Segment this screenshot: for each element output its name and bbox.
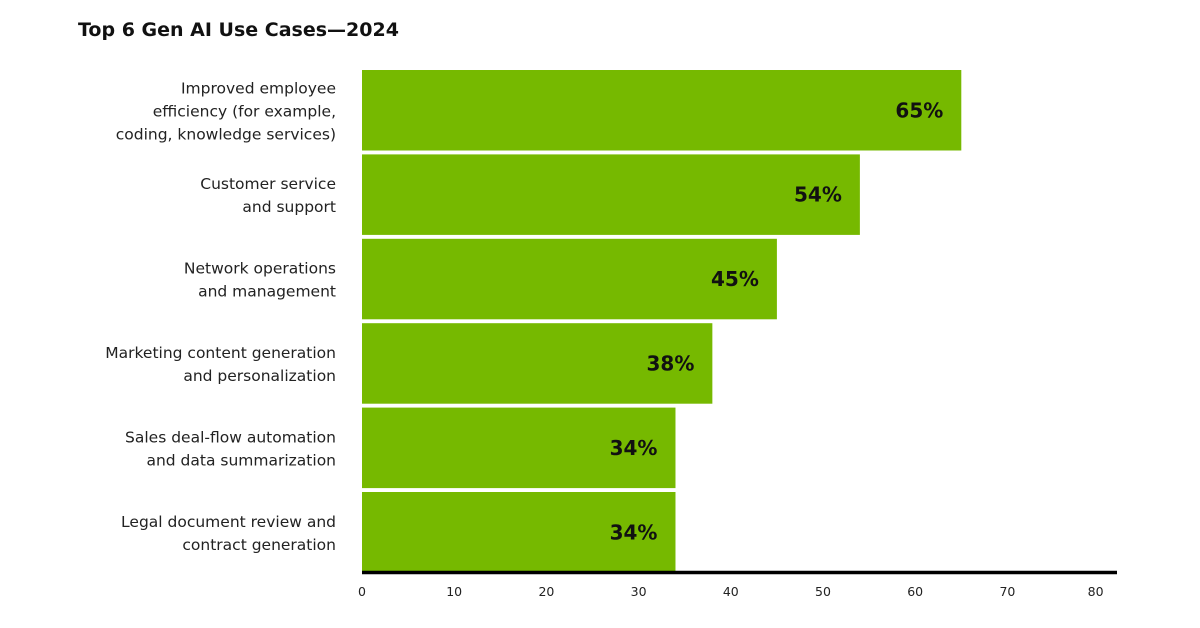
x-tick-label: 30 — [631, 584, 647, 599]
bar — [362, 323, 713, 404]
bar — [362, 492, 676, 573]
category-label-line: Legal document review and — [121, 513, 336, 531]
bar — [362, 407, 676, 489]
category-label: Marketing content generation and personal… — [105, 344, 336, 385]
x-tick-label: 20 — [538, 584, 554, 599]
data-label: 45% — [711, 267, 759, 291]
x-tick-label: 80 — [1088, 584, 1104, 599]
category-label-line: coding, knowledge services) — [116, 125, 336, 143]
chart-title: Top 6 Gen AI Use Cases—2024 — [78, 19, 399, 41]
category-label-line: Marketing content generation — [105, 344, 336, 362]
category-label-line: and personalization — [183, 367, 336, 385]
x-tick-label: 40 — [723, 584, 739, 599]
data-label: 65% — [895, 98, 943, 122]
bars-group: 65% Improved employee efficiency (for exam… — [105, 70, 962, 573]
category-label-line: Customer service — [200, 175, 336, 193]
category-label-line: and management — [198, 283, 336, 301]
category-label: Customer service and support — [200, 175, 336, 216]
x-tick-label: 60 — [907, 584, 923, 599]
x-tick-label: 70 — [999, 584, 1015, 599]
data-label: 54% — [794, 183, 842, 207]
bar — [362, 154, 860, 235]
data-label: 34% — [610, 520, 658, 544]
category-label: Legal document review and contract genera… — [121, 513, 336, 554]
data-label: 34% — [610, 436, 658, 460]
category-label-line: and data summarization — [146, 451, 336, 469]
category-label: Improved employee efficiency (for example… — [116, 79, 336, 143]
data-label: 38% — [646, 351, 694, 375]
x-tick-label: 50 — [815, 584, 831, 599]
category-label: Sales deal-flow automation and data summa… — [125, 428, 336, 469]
category-label-line: efficiency (for example, — [153, 102, 336, 120]
category-label: Network operations and management — [184, 260, 336, 301]
bar — [362, 70, 962, 151]
category-label-line: Sales deal-flow automation — [125, 428, 336, 446]
category-label-line: Improved employee — [181, 79, 336, 97]
category-label-line: Network operations — [184, 260, 336, 278]
x-tick-label: 10 — [446, 584, 462, 599]
category-label-line: and support — [242, 198, 336, 216]
x-axis-ticks: 0 10 20 30 40 50 60 70 80 — [358, 584, 1104, 599]
category-label-line: contract generation — [182, 536, 336, 554]
x-tick-label: 0 — [358, 584, 366, 599]
bar — [362, 238, 777, 320]
